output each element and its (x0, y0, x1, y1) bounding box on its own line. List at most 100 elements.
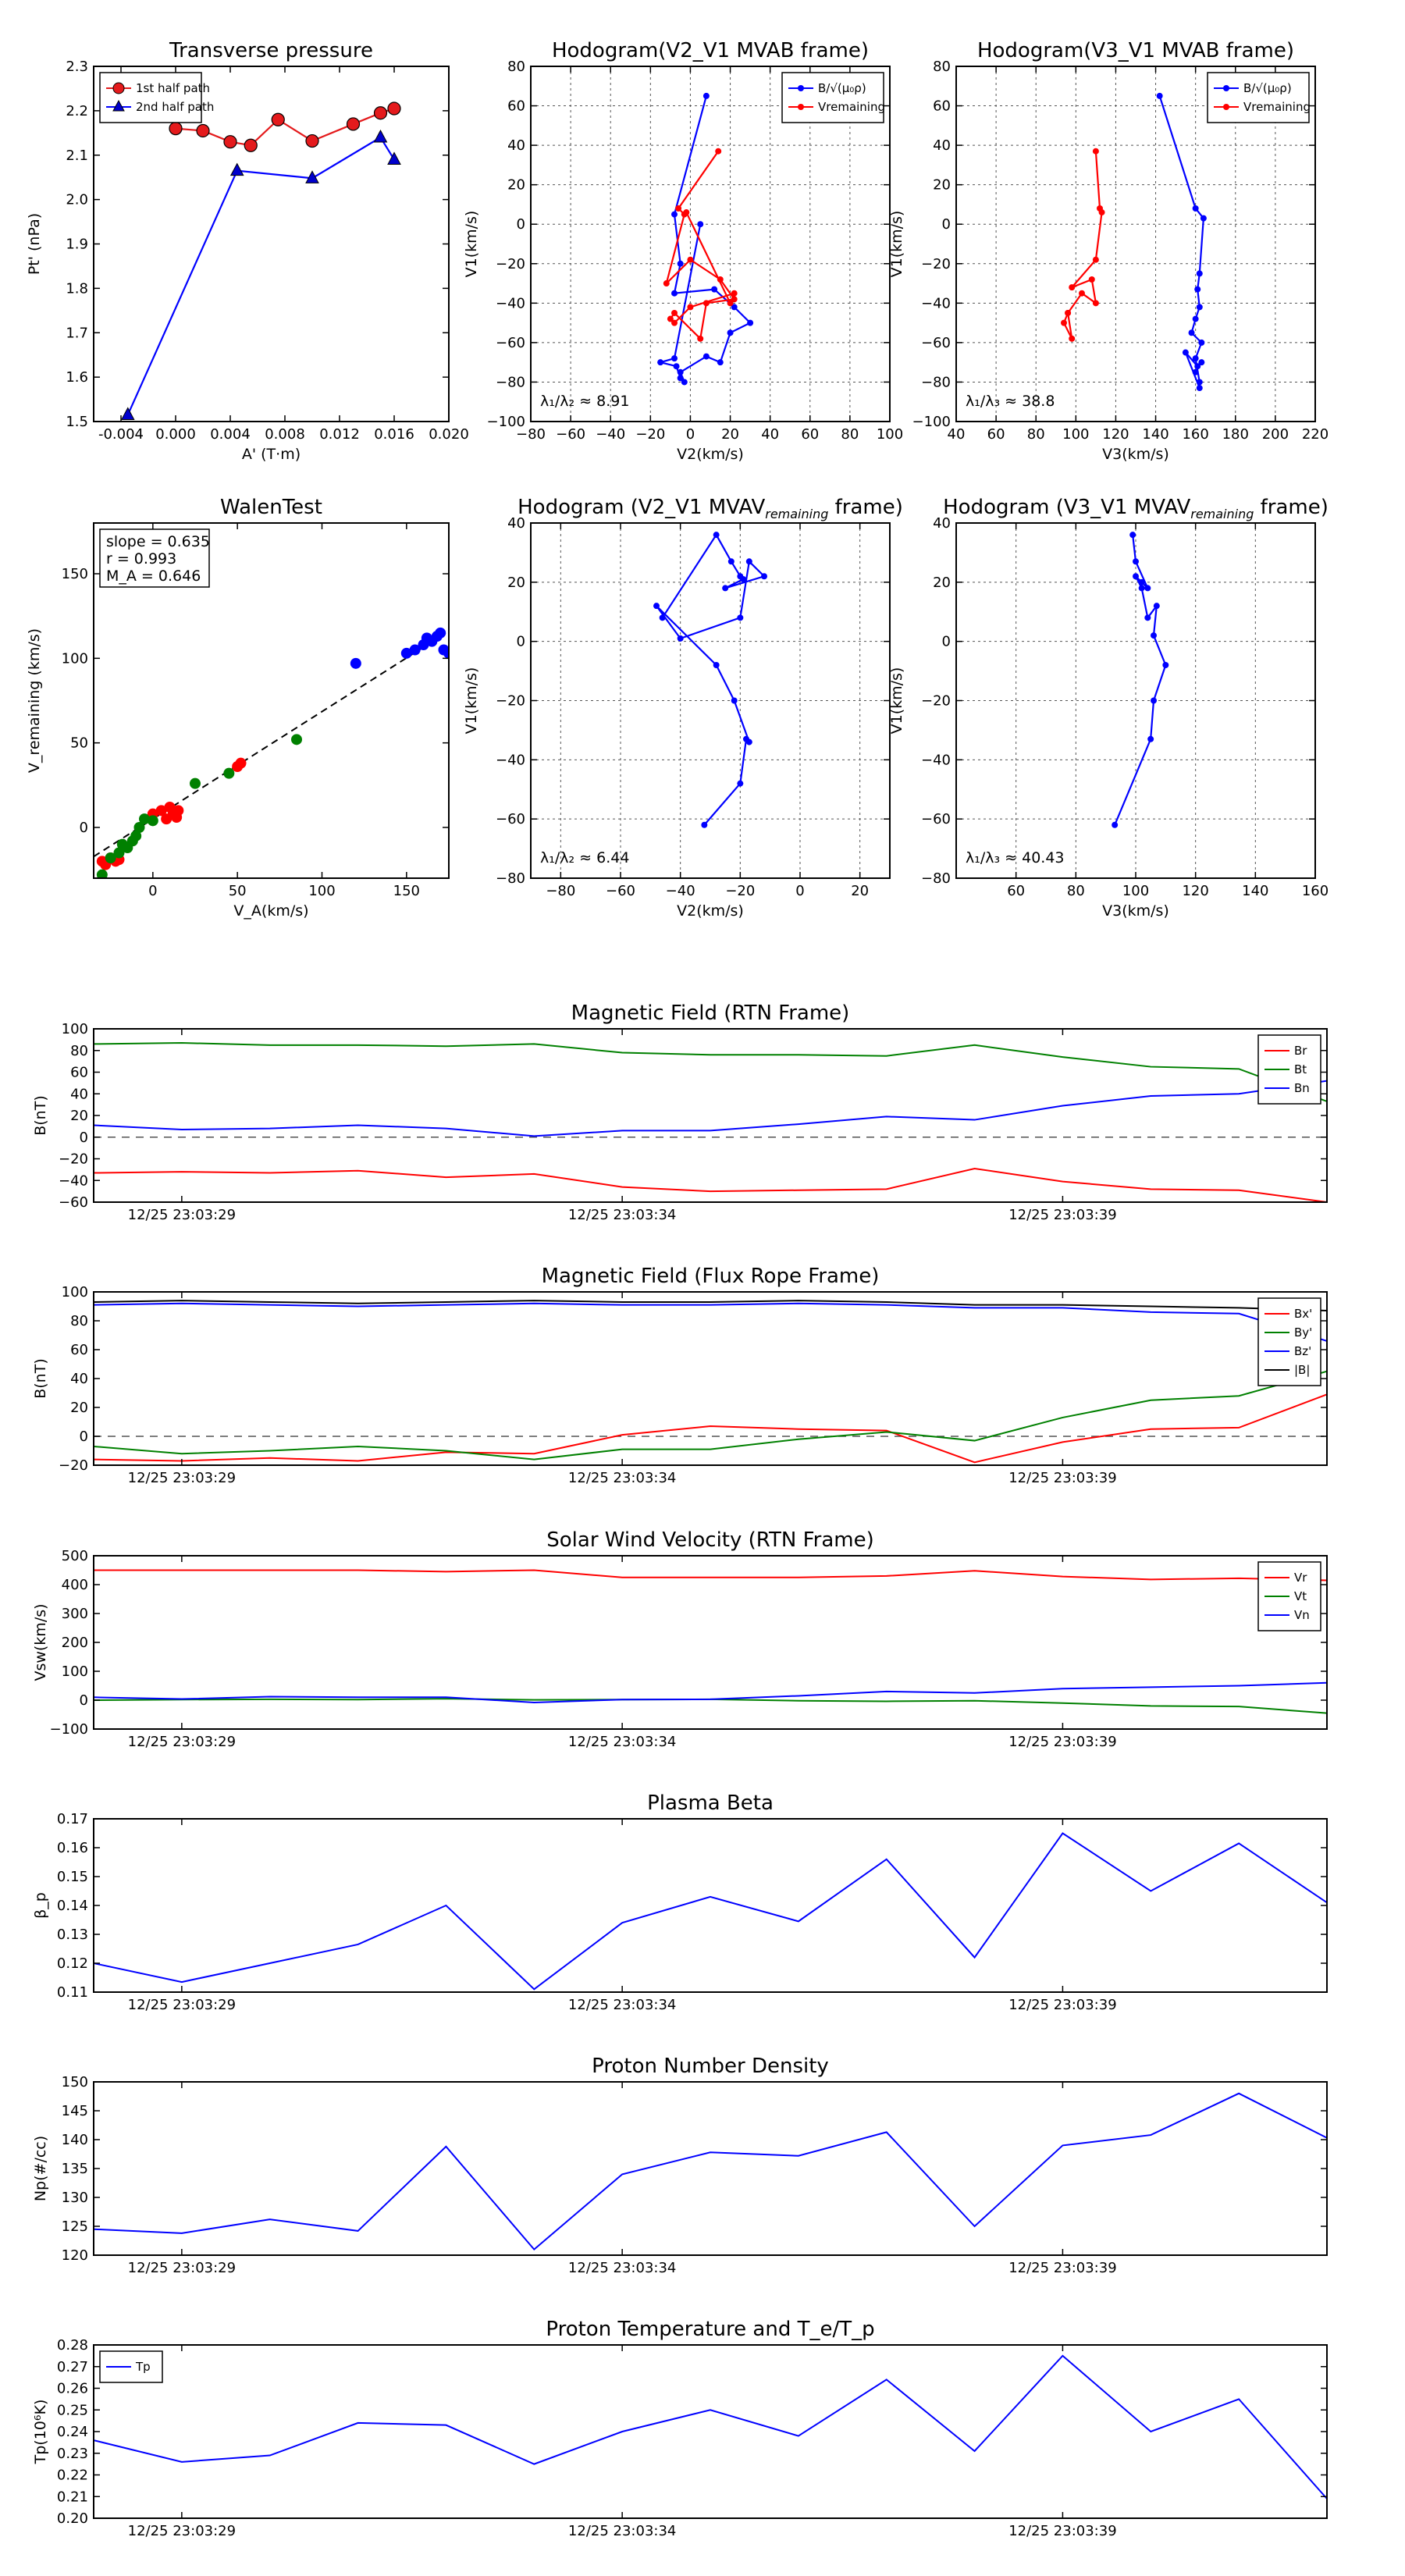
y-tick-label: 0 (942, 634, 951, 650)
y-tick-label: 40 (933, 515, 951, 532)
y-tick-label: 1.7 (66, 325, 88, 341)
data-point (1092, 256, 1099, 263)
data-point (173, 805, 184, 817)
x-tick-label: 12/25 23:03:39 (1008, 1470, 1116, 1486)
x-tick-label: 0.020 (429, 426, 469, 443)
axes-frame (530, 522, 891, 879)
x-tick-label: 120 (1182, 883, 1208, 899)
x-axis-label: V3(km/s) (1102, 446, 1169, 463)
y-tick-label: 0 (80, 1130, 88, 1146)
data-point (1188, 329, 1195, 336)
data-point (1144, 614, 1151, 621)
x-tick-label: 120 (1102, 426, 1129, 443)
data-point (717, 276, 724, 283)
data-point (673, 363, 680, 370)
x-tick-label: 140 (1142, 426, 1168, 443)
series-line-Np (94, 2092, 1327, 2251)
data-point (96, 869, 108, 878)
data-point (305, 170, 319, 183)
eigenvalue-ratio-annotation: λ₁/λ₂ ≈ 6.44 (540, 849, 629, 866)
data-point (400, 647, 412, 659)
x-tick-label: 80 (1067, 883, 1085, 899)
x-tick-label: -0.004 (98, 426, 144, 443)
y-tick-label: 125 (62, 2218, 88, 2235)
data-point (1198, 359, 1205, 366)
y-tick-label: 2.1 (66, 148, 88, 164)
x-tick-label: −20 (635, 426, 665, 443)
x-tick-label: 12/25 23:03:34 (568, 1207, 676, 1223)
data-point (659, 614, 666, 621)
y-tick-label: 0 (80, 1429, 88, 1445)
data-point (350, 657, 361, 669)
legend-marker (1223, 85, 1229, 91)
data-point (1196, 270, 1203, 277)
data-point (702, 300, 710, 307)
x-tick-label: 0 (795, 883, 804, 899)
legend-label: Vremaining (818, 100, 885, 114)
x-tick-label: 200 (1262, 426, 1289, 443)
y-tick-label: 0.14 (57, 1898, 88, 1914)
y-tick-label: −100 (50, 1721, 88, 1738)
x-tick-label: −40 (666, 883, 695, 899)
y-tick-label: 1.9 (66, 237, 88, 253)
x-tick-label: 12/25 23:03:39 (1008, 2260, 1116, 2276)
data-point (731, 697, 738, 704)
chart-vsw: 12/25 23:03:29 12/25 23:03:34 12/25 23:03:… (32, 1528, 1328, 1750)
y-tick-label: −40 (496, 295, 525, 311)
data-point (373, 129, 388, 143)
data-point (1200, 215, 1207, 222)
y-tick-label: 80 (933, 59, 951, 75)
data-point (1138, 585, 1145, 592)
series-line-blue (1114, 535, 1167, 826)
y-tick-label: 1.6 (66, 369, 88, 386)
x-axis-label: V_A(km/s) (233, 902, 308, 920)
legend-marker (798, 104, 804, 110)
y-tick-label: −60 (59, 1194, 88, 1211)
x-tick-label: 12/25 23:03:29 (128, 2523, 236, 2539)
x-tick-label: 100 (1062, 426, 1089, 443)
data-point (1079, 290, 1085, 297)
y-tick-label: 1.5 (66, 414, 88, 430)
data-point (677, 260, 684, 267)
plot-area (94, 627, 449, 878)
data-point (677, 375, 684, 382)
data-point (1192, 205, 1199, 212)
data-point (715, 148, 722, 155)
y-tick-label: 40 (507, 137, 525, 154)
series-line-Vt (94, 1698, 1327, 1714)
x-tick-label: 100 (1122, 883, 1149, 899)
y-axis-label: Np(#/cc) (32, 2136, 49, 2201)
data-point (1156, 92, 1163, 99)
data-point (737, 573, 744, 580)
data-point (677, 635, 684, 642)
y-tick-label: −20 (496, 693, 525, 710)
data-point (1196, 385, 1203, 392)
data-point (1088, 276, 1095, 283)
chart-hodo1: −80 −60 −40 −20 0 20 40 60 80 100−100−80−60−40−20… (463, 39, 903, 463)
data-point (387, 101, 401, 116)
y-tick-label: 60 (933, 98, 951, 115)
data-point (727, 558, 735, 565)
plot-area (1061, 92, 1207, 392)
y-tick-label: 0.21 (57, 2489, 88, 2505)
title-subscript: remaining (765, 507, 828, 521)
y-tick-label: 0.27 (57, 2359, 88, 2375)
y-tick-label: −40 (496, 752, 525, 768)
data-point (133, 822, 145, 833)
y-tick-label: −60 (921, 335, 951, 351)
legend-marker (112, 82, 125, 94)
data-point (229, 162, 244, 176)
legend-label: 2nd half path (136, 100, 214, 114)
stats-line: M_A = 0.646 (106, 568, 201, 585)
data-point (1151, 632, 1157, 639)
y-tick-label: 0.25 (57, 2402, 88, 2418)
data-point (305, 133, 319, 148)
chart-title: Plasma Beta (647, 1791, 774, 1815)
data-point (130, 830, 142, 841)
legend-label: 1st half path (136, 81, 210, 95)
y-tick-label: −80 (496, 870, 525, 887)
chart-hodo2: 40 60 80 100 120 140 160 180 200 220−100−80−60−40… (888, 39, 1329, 463)
legend-marker (1223, 104, 1229, 110)
chart-hodo3: −80 −60 −40 −20 0 20 −80 −60 −40 −20 0 20 40Hodogram… (463, 496, 903, 920)
x-tick-label: 0.008 (265, 426, 305, 443)
